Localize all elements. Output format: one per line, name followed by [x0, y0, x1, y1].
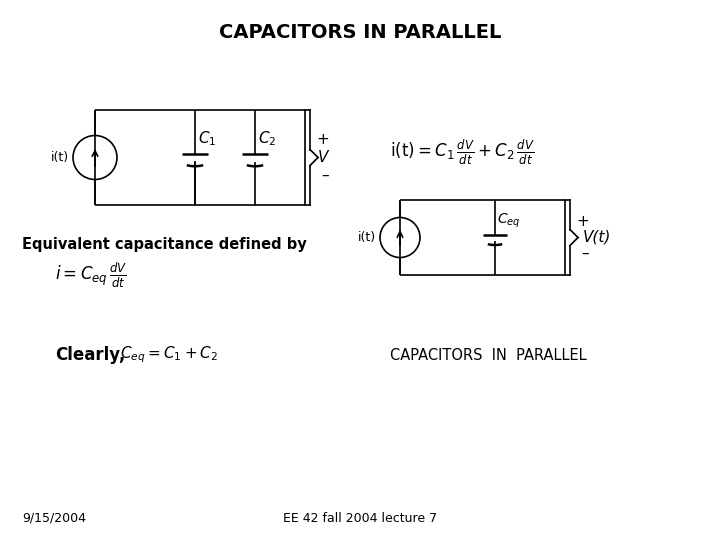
Text: Equivalent capacitance defined by: Equivalent capacitance defined by: [22, 238, 307, 253]
Text: EE 42 fall 2004 lecture 7: EE 42 fall 2004 lecture 7: [283, 511, 437, 524]
Text: i(t): i(t): [51, 151, 69, 164]
Text: Clearly,: Clearly,: [55, 346, 125, 364]
Text: $C_2$: $C_2$: [258, 129, 276, 148]
Text: CAPACITORS  IN  PARALLEL: CAPACITORS IN PARALLEL: [390, 348, 587, 362]
Text: $\mathrm{i(t)} = C_1\,\frac{dV}{dt} + C_2\,\frac{dV}{dt}$: $\mathrm{i(t)} = C_1\,\frac{dV}{dt} + C_…: [390, 138, 535, 167]
Text: CAPACITORS IN PARALLEL: CAPACITORS IN PARALLEL: [219, 24, 501, 43]
Text: $C_1$: $C_1$: [198, 129, 217, 148]
Text: $i = C_{eq}\,\frac{dV}{dt}$: $i = C_{eq}\,\frac{dV}{dt}$: [55, 260, 127, 289]
Text: –: –: [321, 168, 329, 183]
Text: V: V: [318, 150, 328, 165]
Text: 9/15/2004: 9/15/2004: [22, 511, 86, 524]
Text: +: +: [317, 132, 329, 147]
Text: i(t): i(t): [358, 231, 376, 244]
Text: –: –: [581, 246, 589, 261]
Text: $C_{eq}$: $C_{eq}$: [497, 211, 521, 230]
Text: V(t): V(t): [583, 230, 611, 245]
Text: +: +: [577, 214, 590, 229]
Text: $C_{eq} = C_1 + C_2$: $C_{eq} = C_1 + C_2$: [120, 345, 218, 365]
